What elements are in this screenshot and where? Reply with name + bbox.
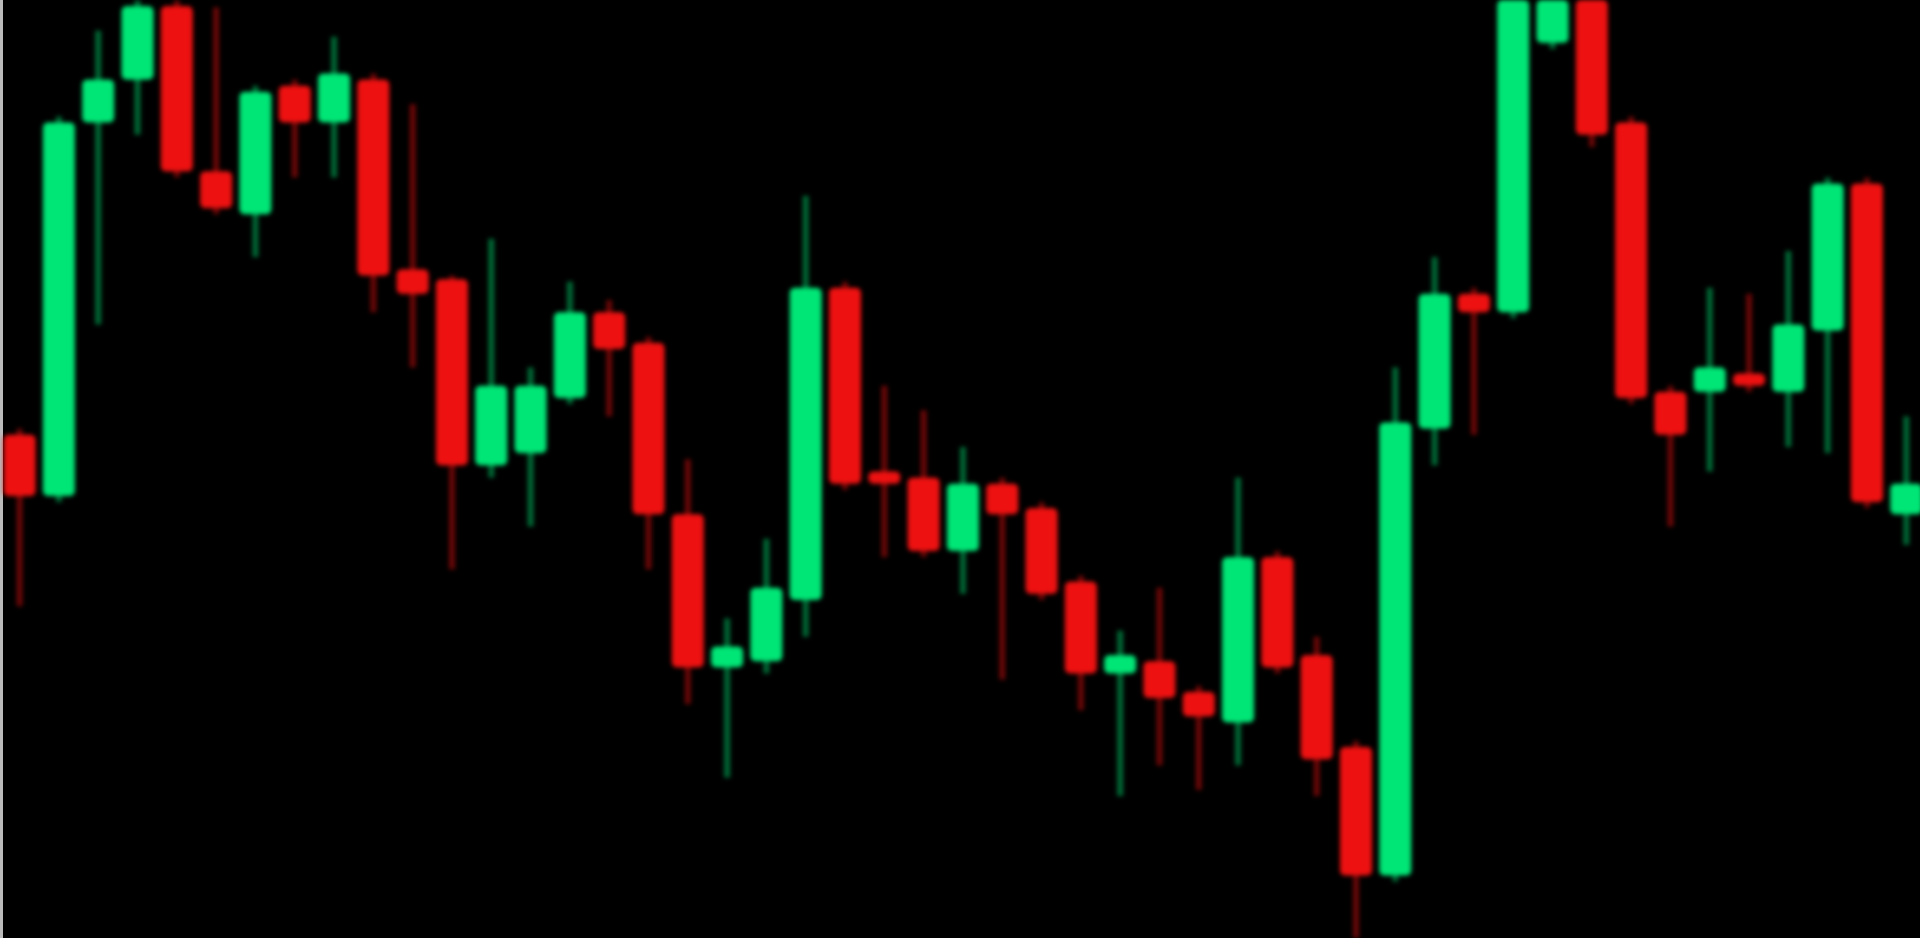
- candle-body: [711, 646, 744, 668]
- candle-body: [3, 434, 36, 496]
- candle-body: [121, 6, 154, 80]
- candle-body: [1379, 422, 1412, 876]
- candle-body: [1064, 581, 1097, 674]
- candle-body: [1615, 122, 1648, 398]
- candle-body: [318, 73, 351, 123]
- candle-body: [593, 312, 626, 349]
- candle-body: [1654, 391, 1687, 435]
- candle-body: [671, 514, 704, 668]
- candle-body: [475, 385, 508, 466]
- candle-body: [1222, 557, 1255, 723]
- candle-body: [1104, 655, 1137, 674]
- candle-body: [200, 171, 233, 209]
- candle-body: [82, 79, 115, 123]
- candle-body: [1536, 0, 1569, 43]
- plot-area: [3, 0, 1920, 938]
- candle-body: [1261, 557, 1294, 668]
- candle-body: [357, 79, 390, 276]
- candle-body: [1025, 508, 1058, 594]
- candle-body: [986, 483, 1019, 515]
- candle-body: [278, 85, 311, 123]
- candle-body: [553, 312, 586, 398]
- candle-body: [1693, 367, 1726, 392]
- candle-body: [160, 6, 193, 172]
- candle-body: [42, 122, 75, 496]
- candle-body: [1143, 661, 1176, 698]
- candle-body: [750, 587, 783, 662]
- candle-body: [946, 483, 979, 552]
- candle-body: [632, 342, 665, 515]
- candle-body: [868, 471, 901, 484]
- candle-body: [435, 279, 468, 466]
- candle-body: [1340, 746, 1372, 876]
- candle-body: [396, 269, 429, 294]
- candle-body: [789, 287, 822, 601]
- candle-body: [1811, 183, 1844, 331]
- candle-body: [1418, 293, 1451, 429]
- candle-body: [1575, 0, 1608, 135]
- candle-body: [1772, 324, 1805, 392]
- candle-body: [1457, 293, 1490, 313]
- candle-body: [1850, 183, 1883, 503]
- candle-body: [1890, 483, 1920, 515]
- candle-body: [514, 385, 547, 454]
- candle-body: [1182, 691, 1215, 717]
- candle-body: [829, 287, 862, 484]
- candle-body: [1300, 655, 1333, 760]
- candle-body: [1733, 373, 1766, 386]
- candle-body: [239, 91, 272, 215]
- candle-body: [1497, 0, 1530, 313]
- candle-body: [907, 477, 940, 552]
